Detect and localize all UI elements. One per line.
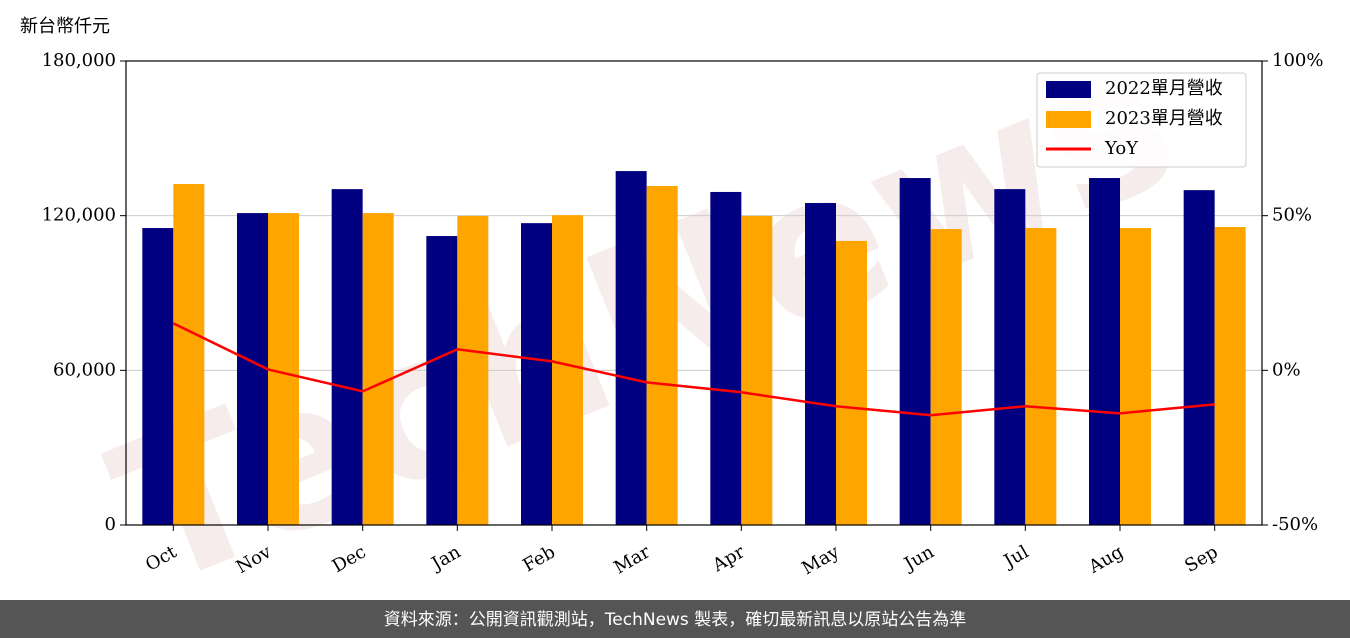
bar bbox=[1183, 190, 1215, 525]
y2-tick-label: 50% bbox=[1272, 205, 1312, 226]
y-axis-label: 新台幣仟元 bbox=[20, 16, 110, 37]
y-tick-label: 60,000 bbox=[53, 359, 116, 380]
legend-label: 2022單月營收 bbox=[1105, 78, 1223, 99]
line bbox=[172, 322, 1215, 417]
y2-tick-label: 0% bbox=[1272, 359, 1301, 380]
y-tick-label: 0 bbox=[105, 514, 116, 535]
bar bbox=[930, 229, 962, 525]
y2-tick-label: 100% bbox=[1272, 50, 1323, 71]
bar bbox=[1025, 228, 1057, 526]
y-tick-label: 120,000 bbox=[42, 205, 116, 226]
bar bbox=[457, 215, 489, 525]
bar bbox=[331, 189, 363, 526]
bar bbox=[805, 203, 836, 525]
bar bbox=[646, 186, 678, 525]
bar bbox=[1120, 228, 1151, 526]
bar bbox=[552, 215, 583, 525]
bar bbox=[899, 178, 931, 525]
plot-frame bbox=[125, 60, 1263, 526]
bar bbox=[994, 189, 1026, 526]
x-tick-label: Jan bbox=[427, 541, 465, 575]
x-tick-label: Apr bbox=[708, 541, 748, 576]
bar bbox=[741, 215, 773, 525]
bar bbox=[268, 213, 299, 526]
x-tick-label: Jul bbox=[999, 541, 1033, 573]
bar bbox=[1214, 227, 1246, 525]
bar bbox=[836, 240, 867, 525]
legend-swatch bbox=[1046, 111, 1091, 128]
legend-swatch bbox=[1046, 81, 1091, 98]
bar bbox=[521, 223, 552, 526]
bar bbox=[615, 171, 647, 525]
x-tick-label: Aug bbox=[1084, 541, 1127, 578]
bar bbox=[173, 183, 205, 525]
legend-label: YoY bbox=[1104, 138, 1139, 159]
bar bbox=[362, 213, 394, 526]
x-tick-label: May bbox=[798, 541, 843, 579]
x-tick-label: Mar bbox=[610, 541, 654, 578]
y-tick-label: 180,000 bbox=[42, 50, 116, 71]
footer-band bbox=[0, 600, 1350, 638]
bar bbox=[1089, 178, 1120, 525]
legend-label: 2023單月營收 bbox=[1105, 108, 1223, 129]
bar bbox=[710, 191, 742, 525]
x-tick-label: Sep bbox=[1181, 541, 1221, 576]
y2-tick-label: -50% bbox=[1272, 514, 1318, 535]
bar bbox=[142, 228, 174, 526]
x-tick-label: Feb bbox=[519, 541, 559, 576]
bar bbox=[237, 213, 268, 526]
bar bbox=[426, 236, 458, 525]
x-tick-label: Jun bbox=[899, 541, 938, 576]
footer-text: 資料來源：公開資訊觀測站，TechNews 製表，確切最新訊息以原站公告為準 bbox=[384, 610, 966, 630]
